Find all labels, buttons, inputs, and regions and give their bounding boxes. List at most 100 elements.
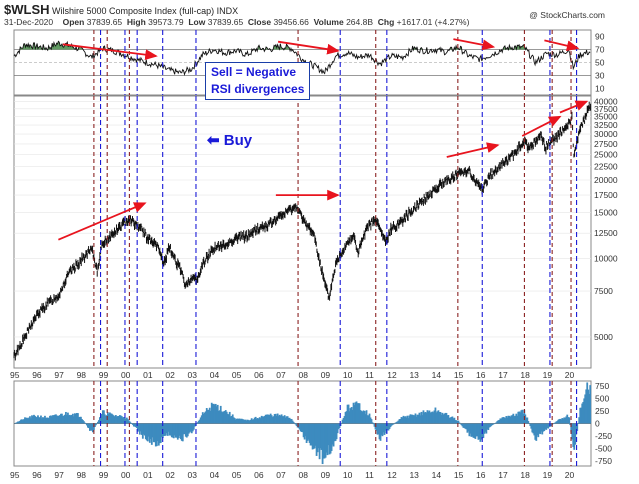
hist-bar — [198, 419, 201, 424]
price-year-label: 02 — [165, 370, 175, 380]
hist-bar — [464, 423, 467, 429]
hist-bar — [524, 414, 527, 424]
hist-bar — [423, 412, 426, 424]
high-value: 39573.79 — [148, 17, 184, 27]
hist-bar — [319, 423, 322, 449]
hist-bar — [482, 423, 485, 439]
hist-tick-label: 250 — [595, 406, 609, 416]
hist-bar — [326, 423, 329, 456]
hist-bar — [73, 416, 75, 424]
rsi-tick-label: 50 — [595, 58, 605, 68]
hist-bar — [264, 414, 267, 424]
hist-bar — [186, 423, 189, 437]
hist-bar — [567, 417, 570, 424]
hist-bar — [304, 423, 307, 437]
hist-bar — [89, 423, 92, 431]
hist-bar — [255, 418, 258, 424]
price-tick-label: 7500 — [594, 286, 613, 296]
price-year-label: 20 — [565, 370, 575, 380]
hist-bar — [148, 423, 151, 443]
hist-bar — [133, 423, 136, 427]
hist-bar — [242, 419, 245, 424]
hist-tick-label: 0 — [595, 419, 600, 429]
hist-bar — [204, 411, 207, 424]
hist-bar — [406, 415, 409, 424]
hist-bar — [554, 422, 557, 424]
hist-bar — [269, 413, 272, 424]
hist-bar — [428, 410, 431, 424]
hist-bar — [581, 403, 584, 424]
hist-bar — [94, 423, 97, 426]
hist-bar — [66, 415, 68, 424]
hist-bar — [26, 417, 28, 424]
hist-bar — [376, 423, 379, 435]
hist-bar — [465, 423, 468, 430]
hist-bar — [335, 423, 338, 440]
hist-bar — [49, 415, 51, 424]
price-year-label: 11 — [365, 370, 374, 380]
hist-bar — [57, 415, 59, 424]
hist-bar — [270, 415, 273, 424]
hist-bar — [350, 407, 353, 424]
hist-year-label: 17 — [498, 470, 508, 480]
hist-bar — [573, 423, 576, 450]
hist-bar — [58, 415, 60, 424]
hist-bar — [427, 411, 430, 424]
hist-bar — [120, 416, 123, 424]
hist-bar — [278, 414, 281, 424]
rsi-tick-label: 10 — [595, 84, 605, 94]
divergence-arrow — [559, 100, 589, 114]
hist-bar — [434, 407, 437, 424]
hist-bar — [436, 411, 439, 424]
chg-label: Chg — [377, 17, 395, 27]
divergence-arrow — [277, 40, 340, 55]
buy-annotation: ⬅ Buy — [207, 131, 252, 149]
hist-bar — [587, 389, 590, 424]
hist-bar — [419, 415, 422, 424]
hist-bar — [468, 423, 471, 437]
price-tick-label: 12500 — [594, 228, 618, 238]
hist-bar — [303, 423, 306, 440]
hist-bar — [215, 406, 218, 424]
hist-bar — [79, 416, 81, 424]
hist-bar — [46, 417, 48, 424]
hist-bar — [60, 413, 62, 424]
hist-bar — [506, 417, 509, 424]
hist-bar — [417, 414, 420, 424]
hist-bar — [496, 421, 499, 424]
price-year-label: 15 — [454, 370, 464, 380]
price-year-label: 06 — [254, 370, 264, 380]
hist-year-label: 10 — [343, 470, 353, 480]
hist-year-label: 09 — [321, 470, 331, 480]
hist-bar — [421, 415, 424, 424]
price-tick-label: 35000 — [594, 112, 618, 122]
hist-bar — [184, 423, 187, 437]
hist-bar — [249, 419, 252, 424]
hist-bar — [28, 417, 30, 424]
hist-bar — [363, 410, 366, 424]
hist-bar — [463, 423, 466, 428]
hist-bar — [282, 416, 285, 424]
hist-bar — [84, 422, 86, 424]
hist-bar — [193, 423, 196, 427]
hist-bar — [240, 418, 243, 424]
price-tick-label: 37500 — [594, 104, 618, 114]
hist-bar — [131, 423, 134, 425]
hist-bar — [69, 414, 71, 424]
hist-bar — [407, 418, 410, 424]
hist-bar — [174, 423, 177, 438]
hist-bar — [53, 415, 55, 424]
hist-bar — [535, 423, 538, 441]
hist-bar — [343, 416, 346, 424]
hist-bar — [321, 423, 324, 465]
hist-bar — [333, 423, 336, 442]
hist-bar — [370, 419, 373, 424]
hist-bar — [233, 418, 236, 424]
hist-bar — [316, 423, 319, 453]
hist-bar — [473, 423, 476, 439]
hist-tick-label: -750 — [595, 456, 612, 466]
hist-bar — [497, 420, 500, 424]
hist-bar — [385, 423, 388, 434]
hist-bar — [29, 416, 31, 424]
divergence-arrow — [446, 142, 500, 158]
